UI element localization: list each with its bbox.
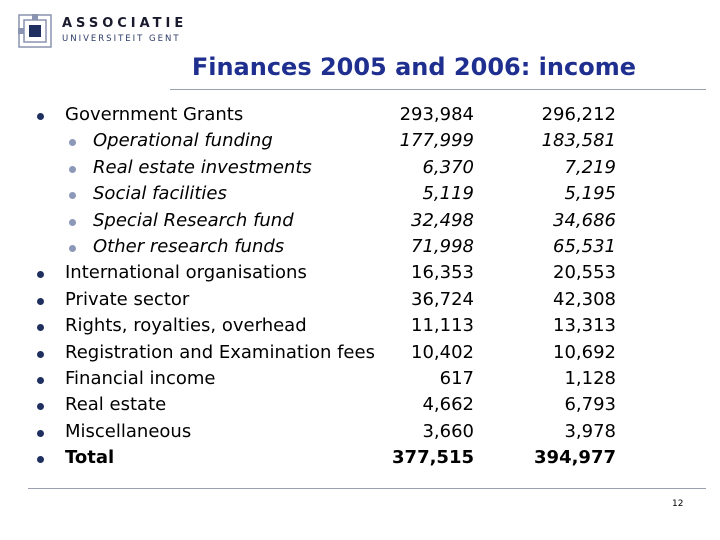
bullet-icon xyxy=(69,139,76,147)
bullet-icon xyxy=(37,456,44,464)
row-label: Government Grants xyxy=(65,104,244,125)
value-2006: 42,308 xyxy=(553,288,616,310)
logo-text-secondary: UNIVERSITEIT GENT xyxy=(62,34,181,44)
row-label: Financial income xyxy=(65,367,216,389)
bullet-icon xyxy=(37,113,44,120)
item-row: Government Grants 293,984 296,212 xyxy=(0,102,720,128)
value-2006: 65,531 xyxy=(553,235,616,257)
value-2006: 3,978 xyxy=(564,420,616,442)
logo: ASSOCIATIE UNIVERSITEIT GENT xyxy=(18,14,218,54)
item-row: Miscellaneous 3,660 3,978 xyxy=(0,419,720,445)
total-row: Total 377,515 394,977 xyxy=(0,445,720,471)
bullet-icon xyxy=(37,429,44,437)
item-row: Rights, royalties, overhead 11,113 13,313 xyxy=(0,313,720,339)
row-label: Social facilities xyxy=(93,183,227,205)
item-row: Financial income 617 1,128 xyxy=(0,366,720,392)
value-2005: 3,660 xyxy=(422,420,474,442)
footer-divider xyxy=(28,488,706,489)
bullet-icon xyxy=(37,403,44,411)
bullet-icon xyxy=(69,165,76,173)
value-2005: 16,353 xyxy=(411,262,474,284)
row-label: Private sector xyxy=(65,288,190,310)
logo-mark-icon xyxy=(18,14,52,48)
title-divider xyxy=(170,89,706,90)
value-2005: 377,515 xyxy=(392,447,474,469)
value-2006: 183,581 xyxy=(541,130,616,152)
value-2006: 1,128 xyxy=(564,367,616,389)
value-2006: 20,553 xyxy=(553,262,616,284)
value-2005: 293,984 xyxy=(399,104,474,125)
row-label: Registration and Examination fees xyxy=(65,341,375,363)
sub-item-row: Social facilities 5,119 5,195 xyxy=(0,181,720,207)
row-label: International organisations xyxy=(65,262,307,284)
bullet-icon xyxy=(69,192,76,200)
bullet-icon xyxy=(37,350,44,358)
bullet-icon xyxy=(37,376,44,384)
value-2005: 32,498 xyxy=(411,209,474,231)
row-label: Special Research fund xyxy=(93,209,294,231)
bullet-icon xyxy=(69,244,76,252)
value-2005: 4,662 xyxy=(422,394,474,416)
sub-item-row: Special Research fund 32,498 34,686 xyxy=(0,208,720,234)
value-2006: 7,219 xyxy=(564,156,616,178)
bullet-icon xyxy=(37,324,44,332)
value-2006: 13,313 xyxy=(553,315,616,337)
value-2006: 296,212 xyxy=(541,104,616,125)
logo-text-primary: ASSOCIATIE xyxy=(62,16,188,31)
value-2005: 11,113 xyxy=(411,315,474,337)
row-label: Real estate investments xyxy=(93,156,312,178)
row-label: Real estate xyxy=(65,394,167,416)
item-row: Real estate 4,662 6,793 xyxy=(0,392,720,418)
row-label: Operational funding xyxy=(93,130,273,152)
value-2005: 617 xyxy=(439,367,474,389)
row-label: Other research funds xyxy=(93,235,285,257)
value-2006: 6,793 xyxy=(564,394,616,416)
bullet-icon xyxy=(37,297,44,305)
value-2005: 36,724 xyxy=(411,288,474,310)
item-row: Registration and Examination fees 10,402 1… xyxy=(0,340,720,366)
sub-item-row: Real estate investments 6,370 7,219 xyxy=(0,155,720,181)
value-2005: 177,999 xyxy=(399,130,474,152)
sub-item-row: Operational funding 177,999 183,581 xyxy=(0,128,720,154)
bullet-icon xyxy=(37,271,44,279)
page-number: 12 xyxy=(672,499,684,509)
bullet-icon xyxy=(69,218,76,226)
value-2006: 5,195 xyxy=(564,183,616,205)
row-label: Miscellaneous xyxy=(65,420,192,442)
value-2005: 6,370 xyxy=(422,156,474,178)
value-2005: 71,998 xyxy=(411,235,474,257)
value-2006: 34,686 xyxy=(553,209,616,231)
value-2005: 10,402 xyxy=(411,341,474,363)
value-2006: 10,692 xyxy=(553,341,616,363)
income-table: Government Grants 293,984 296,212 Operation… xyxy=(0,102,720,471)
sub-item-row: Other research funds 71,998 65,531 xyxy=(0,234,720,260)
row-label: Rights, royalties, overhead xyxy=(65,315,307,337)
value-2005: 5,119 xyxy=(422,183,474,205)
value-2006: 394,977 xyxy=(534,447,616,469)
item-row: International organisations 16,353 20,553 xyxy=(0,260,720,286)
row-label: Total xyxy=(65,447,115,469)
slide-title: Finances 2005 and 2006: income xyxy=(191,53,636,81)
item-row: Private sector 36,724 42,308 xyxy=(0,287,720,313)
